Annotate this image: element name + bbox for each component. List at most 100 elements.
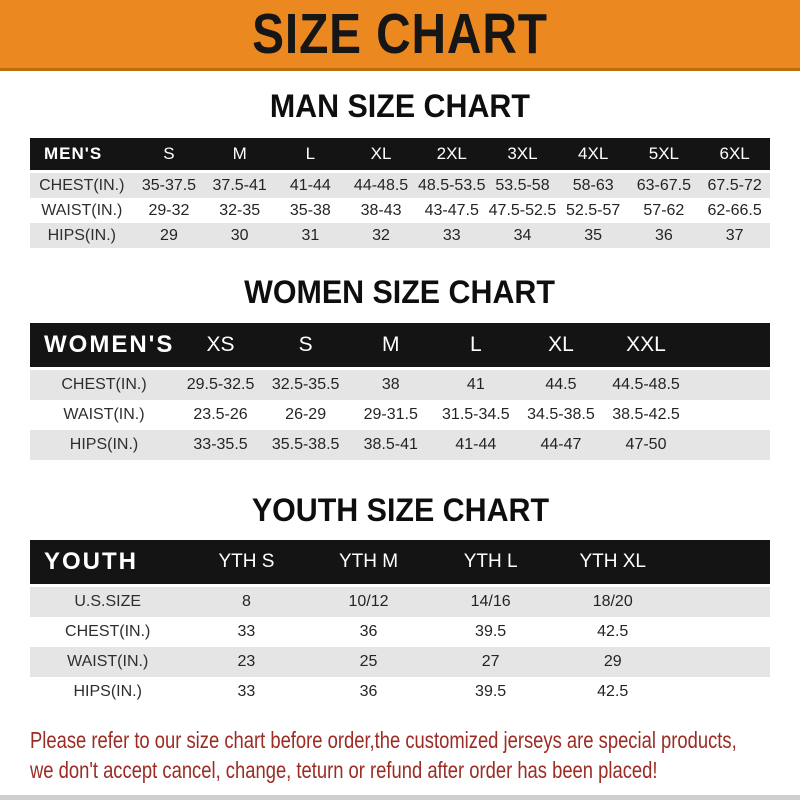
size-cell: 33 [185, 617, 308, 647]
men-size-table: MEN'S S M L XL 2XL 3XL 4XL 5XL 6XL CHEST(IN.) 35-37… [30, 138, 770, 248]
row-label: WAIST(IN.) [30, 400, 178, 430]
column-header: YTH L [429, 540, 552, 587]
row-label: HIPS(IN.) [30, 223, 134, 248]
table-row: CHEST(IN.) 33 36 39.5 42.5 [30, 617, 770, 647]
women-section-heading-text: WOMEN SIZE CHART [244, 274, 556, 310]
size-cell: 36 [307, 617, 430, 647]
men-section-heading: MAN SIZE CHART [0, 88, 800, 124]
size-cell: 38.5-41 [348, 430, 434, 460]
bottom-strip [0, 795, 800, 800]
size-cell: 26-29 [263, 400, 349, 430]
size-cell: 37 [699, 223, 770, 248]
table-row: HIPS(IN.) 33 36 39.5 42.5 [30, 677, 770, 707]
men-section-heading-text: MAN SIZE CHART [269, 88, 531, 124]
table-title: YOUTH [30, 540, 186, 587]
row-label: U.S.SIZE [30, 587, 186, 617]
column-header: 4XL [557, 138, 629, 173]
header-row: WOMEN'S XS S M L XL XXL [30, 323, 770, 370]
size-cell: 14/16 [429, 587, 552, 617]
size-cell: 38.5-42.5 [603, 400, 689, 430]
row-label: WAIST(IN.) [30, 198, 134, 223]
size-cell: 39.5 [429, 617, 552, 647]
column-header: M [348, 323, 434, 370]
table-row: WAIST(IN.) 29-32 32-35 35-38 38-43 43-47.5 47.… [30, 198, 770, 223]
row-label: WAIST(IN.) [30, 647, 186, 677]
size-cell: 25 [307, 647, 430, 677]
size-cell: 18/20 [551, 587, 674, 617]
column-header: M [204, 138, 275, 173]
header-filler [673, 540, 770, 587]
size-cell: 8 [185, 587, 308, 617]
size-cell: 10/12 [307, 587, 430, 617]
size-cell: 57-62 [628, 198, 700, 223]
table-row: HIPS(IN.) 33-35.5 35.5-38.5 38.5-41 41-44 44-… [30, 430, 770, 460]
size-cell: 38 [348, 370, 434, 400]
size-cell: 41-44 [275, 173, 346, 198]
size-cell: 42.5 [551, 617, 674, 647]
size-cell: 39.5 [429, 677, 552, 707]
table-row: HIPS(IN.) 29 30 31 32 33 34 35 36 37 [30, 223, 770, 248]
size-cell: 35 [557, 223, 629, 248]
size-cell: 44.5 [518, 370, 604, 400]
size-cell: 36 [307, 677, 430, 707]
size-cell: 34.5-38.5 [518, 400, 604, 430]
size-cell: 35-37.5 [133, 173, 205, 198]
section-women: WOMEN SIZE CHART WOMEN'S XS S M L XL XXL CHEST(… [0, 274, 800, 460]
size-cell: 31.5-34.5 [433, 400, 519, 430]
header-row: MEN'S S M L XL 2XL 3XL 4XL 5XL 6XL [30, 138, 770, 173]
column-header: S [133, 138, 205, 173]
size-cell: 30 [204, 223, 275, 248]
section-men: MAN SIZE CHART MEN'S S M L XL 2XL 3XL 4XL 5XL 6XL… [0, 88, 800, 248]
size-cell: 32-35 [204, 198, 275, 223]
column-header: 5XL [628, 138, 700, 173]
size-cell: 43-47.5 [416, 198, 488, 223]
size-cell: 29-31.5 [348, 400, 434, 430]
header-filler [688, 323, 770, 370]
women-section-heading: WOMEN SIZE CHART [0, 274, 800, 310]
size-cell: 41-44 [433, 430, 519, 460]
table-row: WAIST(IN.) 23.5-26 26-29 29-31.5 31.5-34.5 34… [30, 400, 770, 430]
youth-section-heading-text: YOUTH SIZE CHART [251, 492, 549, 528]
column-header: L [275, 138, 346, 173]
column-header: YTH M [307, 540, 430, 587]
row-label: CHEST(IN.) [30, 370, 178, 400]
size-cell: 35-38 [275, 198, 346, 223]
row-filler [673, 617, 770, 647]
row-label: HIPS(IN.) [30, 677, 186, 707]
row-filler [688, 400, 770, 430]
section-youth: YOUTH SIZE CHART YOUTH YTH S YTH M YTH L YTH… [0, 492, 800, 707]
size-cell: 31 [275, 223, 346, 248]
table-title: MEN'S [30, 138, 134, 173]
size-cell: 44-48.5 [345, 173, 417, 198]
row-label: CHEST(IN.) [30, 617, 186, 647]
column-header: YTH XL [551, 540, 674, 587]
row-filler [673, 647, 770, 677]
size-cell: 42.5 [551, 677, 674, 707]
disclaimer-line-1-text: Please refer to our size chart before or… [30, 727, 737, 753]
size-cell: 23 [185, 647, 308, 677]
size-cell: 38-43 [345, 198, 417, 223]
column-header: 3XL [487, 138, 558, 173]
size-cell: 32.5-35.5 [263, 370, 349, 400]
size-cell: 29.5-32.5 [178, 370, 264, 400]
size-cell: 29 [133, 223, 205, 248]
size-cell: 44-47 [518, 430, 604, 460]
size-cell: 47.5-52.5 [487, 198, 558, 223]
size-cell: 47-50 [603, 430, 689, 460]
size-cell: 33 [185, 677, 308, 707]
size-cell: 37.5-41 [204, 173, 275, 198]
size-cell: 44.5-48.5 [603, 370, 689, 400]
youth-section-heading: YOUTH SIZE CHART [0, 492, 800, 528]
size-cell: 63-67.5 [628, 173, 700, 198]
size-cell: 48.5-53.5 [416, 173, 488, 198]
size-cell: 52.5-57 [557, 198, 629, 223]
table-row: CHEST(IN.) 35-37.5 37.5-41 41-44 44-48.5 48.5… [30, 173, 770, 198]
row-label: HIPS(IN.) [30, 430, 178, 460]
size-cell: 29-32 [133, 198, 205, 223]
size-cell: 36 [628, 223, 700, 248]
size-cell: 27 [429, 647, 552, 677]
size-cell: 29 [551, 647, 674, 677]
row-filler [688, 430, 770, 460]
table-row: U.S.SIZE 8 10/12 14/16 18/20 [30, 587, 770, 617]
row-filler [673, 587, 770, 617]
